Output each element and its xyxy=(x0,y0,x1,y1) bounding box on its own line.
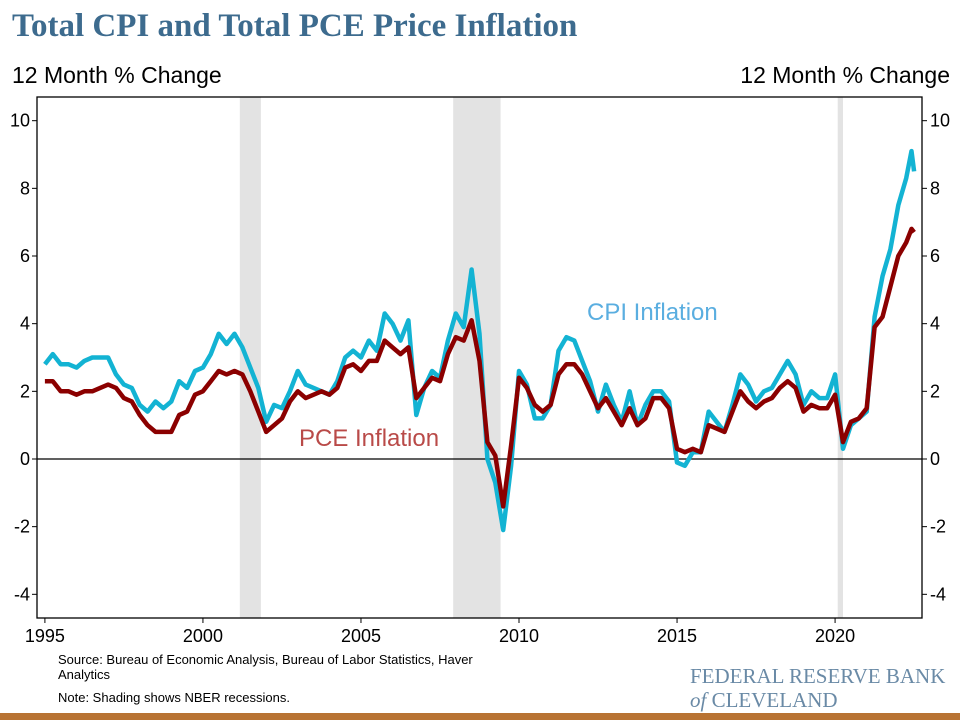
y-tick-label-right: 4 xyxy=(930,314,940,334)
y-tick-label-left: 4 xyxy=(20,314,30,334)
recession-note: Note: Shading shows NBER recessions. xyxy=(58,690,290,705)
logo-line2: CLEVELAND xyxy=(711,688,838,712)
x-tick-label: 2020 xyxy=(815,626,855,646)
pce-series-label: PCE Inflation xyxy=(299,425,439,452)
fed-cleveland-logo: FEDERAL RESERVE BANK of CLEVELAND xyxy=(690,664,945,712)
x-tick-label: 2000 xyxy=(183,626,223,646)
chart-title: Total CPI and Total PCE Price Inflation xyxy=(12,8,578,44)
source-note: Source: Bureau of Economic Analysis, Bur… xyxy=(58,652,473,682)
x-tick-label: 2005 xyxy=(341,626,381,646)
y-tick-label-left: 8 xyxy=(20,178,30,198)
y-tick-label-left: -4 xyxy=(14,584,30,604)
cpi-series-label: CPI Inflation xyxy=(587,299,718,326)
y-tick-label-right: 10 xyxy=(930,111,950,131)
y-tick-label-right: 2 xyxy=(930,381,940,401)
pce-line xyxy=(44,226,916,509)
logo-of: of xyxy=(690,688,707,712)
recession-shading xyxy=(239,97,261,618)
recession-shading xyxy=(837,97,843,618)
y-tick-label-left: 2 xyxy=(20,381,30,401)
logo-line1: FEDERAL RESERVE BANK xyxy=(690,664,946,688)
y-tick-label-right: -4 xyxy=(930,584,946,604)
y-tick-label-left: -2 xyxy=(14,517,30,537)
y-tick-label-left: 0 xyxy=(20,449,30,469)
y-tick-label-right: 6 xyxy=(930,246,940,266)
right-axis-label: 12 Month % Change xyxy=(740,62,950,88)
plot-frame xyxy=(36,96,923,619)
x-tick-label: 1995 xyxy=(25,626,65,646)
x-tick-label: 2015 xyxy=(657,626,697,646)
y-tick-label-right: -2 xyxy=(930,517,946,537)
footer-bar xyxy=(0,713,960,720)
x-tick-label: 2010 xyxy=(499,626,539,646)
y-tick-label-right: 8 xyxy=(930,178,940,198)
y-tick-label-left: 10 xyxy=(10,111,30,131)
y-tick-label-right: 0 xyxy=(930,449,940,469)
y-tick-label-left: 6 xyxy=(20,246,30,266)
left-axis-label: 12 Month % Change xyxy=(12,62,222,88)
